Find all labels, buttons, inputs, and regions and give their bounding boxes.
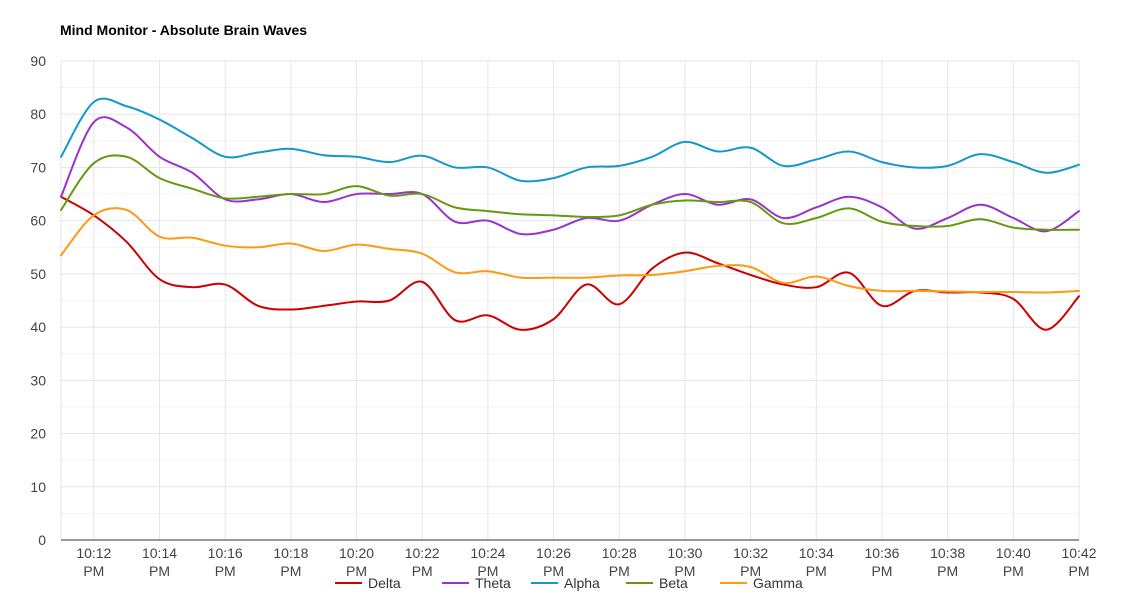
x-tick-label: 10:42 <box>1061 545 1096 561</box>
x-tick-label-suffix: PM <box>871 563 892 579</box>
x-tick-label: 10:12 <box>76 545 111 561</box>
x-tick-label: 10:32 <box>733 545 768 561</box>
x-tick-label: 10:14 <box>142 545 177 561</box>
y-tick-label: 50 <box>30 266 46 282</box>
chart-title: Mind Monitor - Absolute Brain Waves <box>60 22 307 38</box>
x-tick-label: 10:18 <box>273 545 308 561</box>
x-tick-label-suffix: PM <box>806 563 827 579</box>
series-line-gamma <box>60 207 1080 294</box>
legend-item-theta[interactable]: Theta <box>442 575 511 591</box>
x-tick-label-suffix: PM <box>346 563 367 579</box>
legend-item-delta[interactable]: Delta <box>335 575 401 591</box>
series-lines <box>60 97 1080 331</box>
x-tick-label-suffix: PM <box>477 563 498 579</box>
x-tick-label-suffix: PM <box>543 563 564 579</box>
x-tick-label-suffix: PM <box>1003 563 1024 579</box>
legend[interactable]: Delta Theta Alpha Beta Gamma <box>335 575 803 591</box>
x-tick-label-suffix: PM <box>149 563 170 579</box>
x-tick-label: 10:30 <box>667 545 702 561</box>
y-tick-label: 40 <box>30 319 46 335</box>
y-tick-label: 80 <box>30 106 46 122</box>
legend-label: Delta <box>368 575 401 591</box>
x-tick-label-suffix: PM <box>937 563 958 579</box>
legend-item-alpha[interactable]: Alpha <box>531 575 600 591</box>
x-tick-label: 10:24 <box>470 545 505 561</box>
legend-label: Theta <box>475 575 511 591</box>
x-tick-label-suffix: PM <box>1069 563 1090 579</box>
x-tick-label-suffix: PM <box>83 563 104 579</box>
y-tick-label: 60 <box>30 213 46 229</box>
y-tick-label: 70 <box>30 159 46 175</box>
legend-label: Alpha <box>564 575 600 591</box>
x-tick-label: 10:26 <box>536 545 571 561</box>
y-tick-label: 90 <box>30 53 46 69</box>
series-line-alpha <box>60 97 1080 183</box>
y-tick-label: 0 <box>38 532 46 548</box>
x-tick-label-suffix: PM <box>674 563 695 579</box>
x-tick-label: 10:40 <box>996 545 1031 561</box>
x-tick-label-suffix: PM <box>740 563 761 579</box>
x-tick-label: 10:38 <box>930 545 965 561</box>
legend-label: Gamma <box>753 575 803 591</box>
axes: 0 10 20 30 40 50 60 70 80 90 10:12 PM 10:14 PM 10:16 PM… <box>30 53 1096 579</box>
legend-item-beta[interactable]: Beta <box>626 575 688 591</box>
x-tick-label-suffix: PM <box>280 563 301 579</box>
y-tick-label: 10 <box>30 479 46 495</box>
x-tick-label: 10:28 <box>602 545 637 561</box>
legend-label: Beta <box>659 575 688 591</box>
y-tick-label: 30 <box>30 372 46 388</box>
x-tick-label-suffix: PM <box>609 563 630 579</box>
legend-item-gamma[interactable]: Gamma <box>720 575 803 591</box>
x-tick-label: 10:22 <box>405 545 440 561</box>
y-tick-label: 20 <box>30 426 46 442</box>
x-tick-label: 10:36 <box>864 545 899 561</box>
series-line-theta <box>60 116 1080 236</box>
x-tick-label: 10:20 <box>339 545 374 561</box>
x-tick-label-suffix: PM <box>412 563 433 579</box>
series-line-beta <box>60 154 1080 231</box>
x-tick-label: 10:16 <box>208 545 243 561</box>
x-tick-label: 10:34 <box>799 545 834 561</box>
x-tick-label-suffix: PM <box>215 563 236 579</box>
